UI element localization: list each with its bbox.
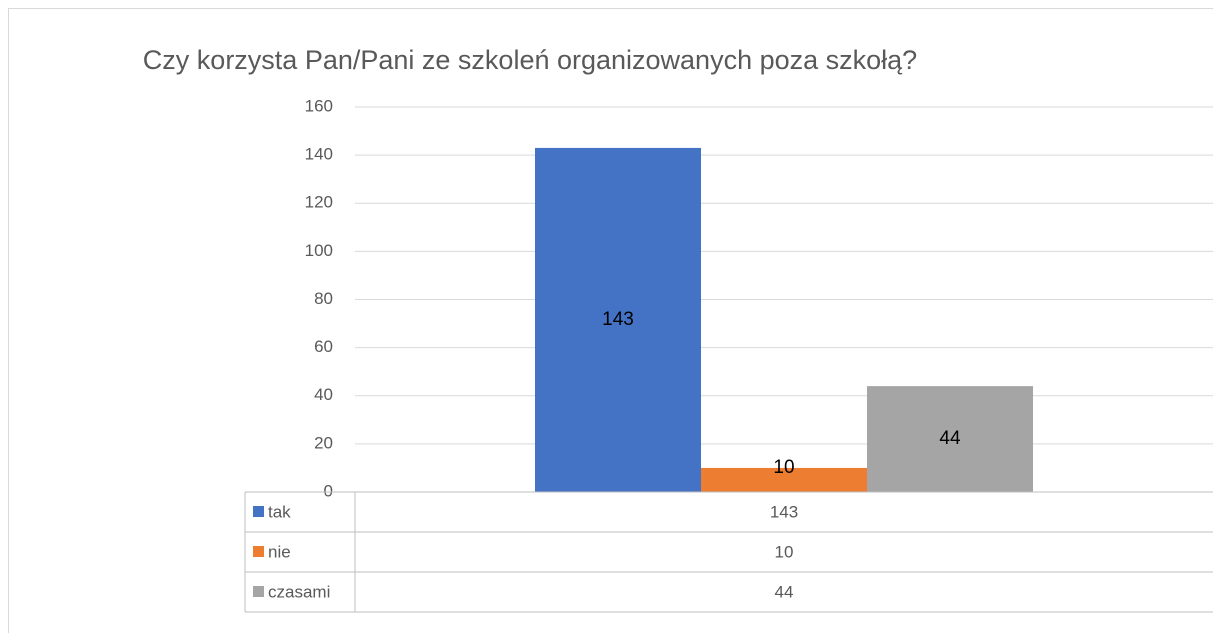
bar xyxy=(535,147,701,492)
chart-title: Czy korzysta Pan/Pani ze szkoleń organiz… xyxy=(143,45,917,75)
y-tick-label: 160 xyxy=(305,96,333,115)
legend-swatch xyxy=(253,586,264,597)
legend-swatch xyxy=(253,546,264,557)
bar xyxy=(701,467,867,492)
table-value: 143 xyxy=(770,502,798,521)
y-tick-label: 40 xyxy=(314,385,333,404)
y-tick-label: 0 xyxy=(324,481,333,500)
table-value: 44 xyxy=(775,582,794,601)
y-tick-label: 20 xyxy=(314,433,333,452)
data-label: 143 xyxy=(602,309,634,330)
table-value: 10 xyxy=(775,542,794,561)
legend-swatch xyxy=(253,506,264,517)
legend-label: czasami xyxy=(268,582,330,601)
y-tick-label: 60 xyxy=(314,337,333,356)
legend-label: nie xyxy=(268,542,291,561)
bar xyxy=(867,386,1033,492)
y-tick-label: 120 xyxy=(305,193,333,212)
legend-label: tak xyxy=(268,502,291,521)
data-label: 44 xyxy=(939,428,961,449)
y-tick-label: 100 xyxy=(305,241,333,260)
data-label: 10 xyxy=(773,457,794,478)
y-tick-label: 140 xyxy=(305,145,333,164)
y-tick-label: 80 xyxy=(314,289,333,308)
